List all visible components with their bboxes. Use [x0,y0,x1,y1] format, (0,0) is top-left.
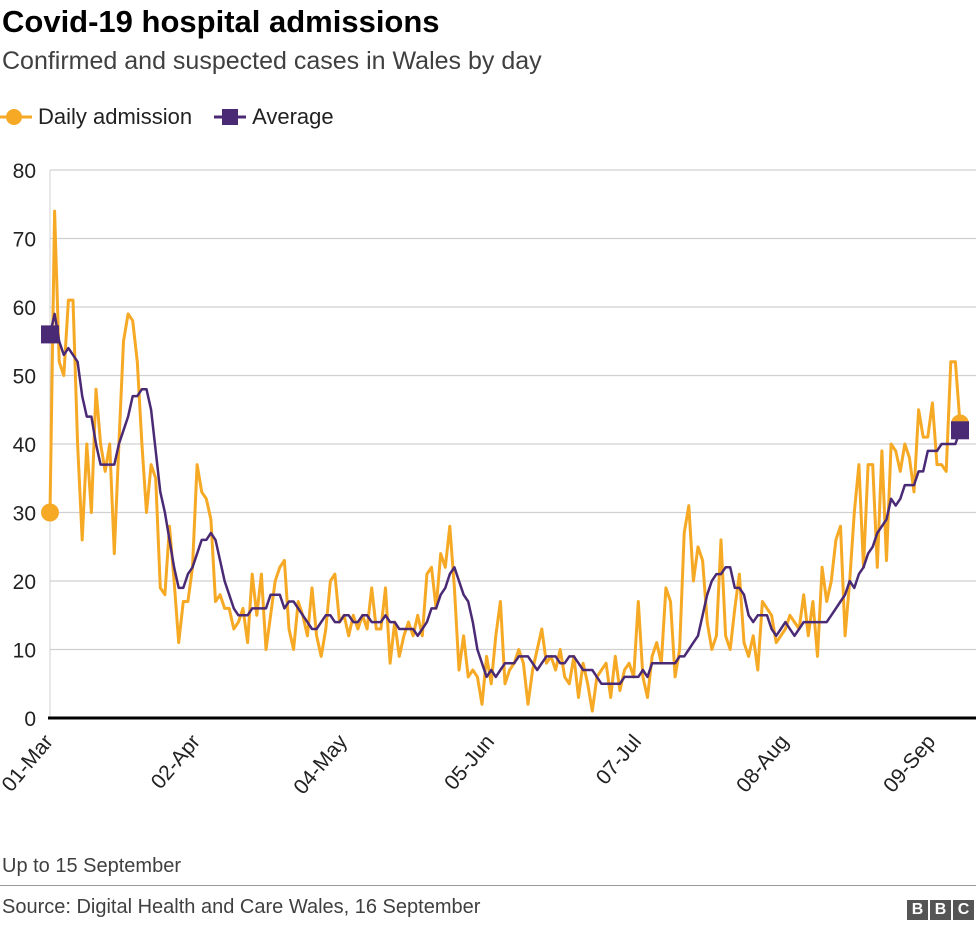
series-line-daily-admission [48,209,962,713]
x-tick-label: 09-Sep [879,730,940,797]
divider [0,885,976,886]
y-tick-label: 50 [13,366,36,389]
average-end-marker [951,421,969,440]
series-line-average [48,312,962,686]
average-start-marker [41,325,59,344]
y-tick-label: 80 [13,160,36,183]
square-marker-icon [214,109,247,125]
legend-item-daily: Daily admission [0,104,192,130]
y-tick-label: 40 [13,434,36,457]
legend: Daily admission Average [0,104,356,130]
y-tick-label: 10 [13,640,36,663]
x-tick-label: 02-Apr [147,730,205,793]
legend-label-average: Average [252,104,334,129]
legend-item-average: Average [214,104,334,130]
x-tick-label: 04-May [289,730,352,799]
x-tick-label: 01-Mar [0,730,58,796]
chart-title: Covid-19 hospital admissions [2,4,440,39]
source-text: Source: Digital Health and Care Wales, 1… [2,896,481,918]
plot-area: 0 10 20 30 40 50 60 70 80 01-Mar 02-Apr 04-May 05-Ju… [0,160,976,799]
chart-subtitle: Confirmed and suspected cases in Wales b… [2,47,542,75]
x-tick-label: 05-Jun [440,730,499,794]
x-tick-label: 07-Jul [592,730,646,789]
y-tick-label: 20 [13,571,36,594]
daily-start-marker [41,503,59,522]
y-tick-label: 30 [13,503,36,526]
y-tick-label: 70 [13,229,36,252]
legend-label-daily: Daily admission [38,104,193,129]
circle-marker-icon [0,109,32,125]
footnote: Up to 15 September [2,855,181,877]
y-tick-label: 0 [24,708,36,731]
x-tick-label: 08-Aug [732,730,793,797]
y-tick-label: 60 [13,297,36,320]
